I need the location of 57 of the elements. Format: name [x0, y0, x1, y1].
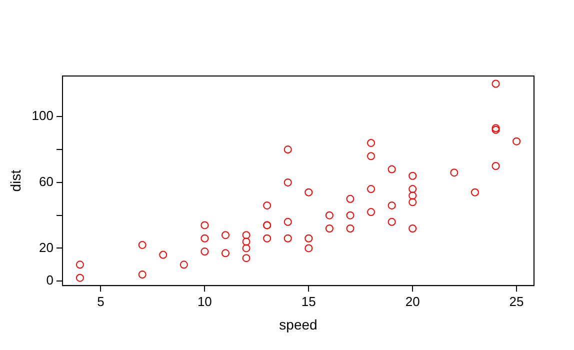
point — [221, 231, 230, 240]
point — [408, 185, 417, 194]
point — [138, 240, 146, 249]
point — [408, 224, 417, 232]
point — [304, 234, 313, 242]
point — [408, 192, 417, 200]
point — [242, 238, 250, 246]
point — [367, 138, 376, 147]
x-tick-label: 20 — [405, 294, 420, 309]
point — [388, 201, 396, 210]
point — [388, 165, 396, 174]
point — [492, 80, 500, 88]
point — [325, 224, 334, 232]
point — [367, 208, 376, 216]
point — [492, 162, 500, 170]
y-tick-label: 60 — [39, 174, 54, 190]
point — [180, 260, 188, 269]
point — [325, 211, 334, 220]
point — [76, 260, 84, 269]
point — [346, 211, 354, 220]
x-tick-label: 25 — [509, 294, 524, 309]
y-axis-title: dist — [7, 170, 24, 192]
point — [242, 254, 250, 262]
point — [450, 168, 458, 177]
point — [284, 218, 292, 226]
x-axis-title: speed — [279, 316, 318, 332]
point — [304, 244, 313, 252]
point — [221, 249, 230, 258]
point — [408, 172, 417, 180]
point — [346, 224, 354, 232]
point — [284, 178, 292, 186]
point — [367, 185, 376, 194]
x-tick-label: 10 — [197, 294, 212, 309]
point — [138, 270, 146, 279]
point — [76, 274, 84, 282]
point — [284, 146, 292, 154]
point — [304, 188, 313, 196]
y-tick-label: 0 — [46, 272, 54, 288]
point — [263, 234, 272, 242]
point — [367, 152, 376, 160]
point — [200, 248, 209, 256]
point — [159, 250, 168, 259]
point — [284, 234, 292, 242]
point — [408, 198, 417, 206]
point — [388, 218, 396, 226]
point — [346, 194, 354, 203]
point — [470, 188, 479, 196]
point — [242, 231, 250, 240]
y-tick-label: 100 — [32, 108, 54, 124]
y-tick-label: 20 — [39, 240, 54, 255]
point — [242, 244, 250, 252]
point — [512, 137, 521, 146]
point — [263, 201, 272, 210]
point — [200, 221, 209, 230]
x-tick-label: 15 — [301, 294, 316, 309]
x-tick-label: 5 — [97, 294, 104, 309]
point — [200, 234, 209, 242]
